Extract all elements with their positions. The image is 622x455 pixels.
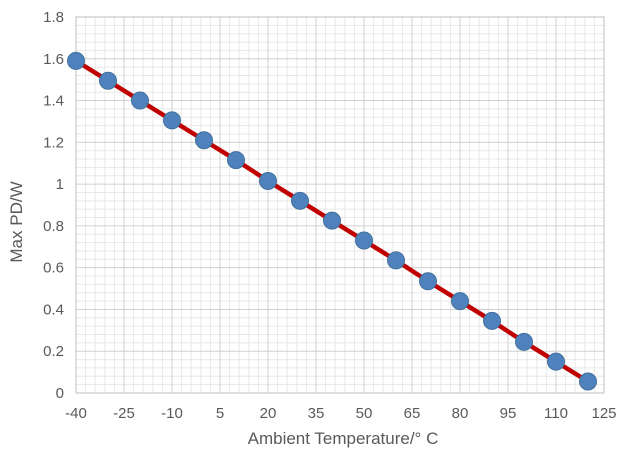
x-tick-label: 110 <box>544 405 568 422</box>
y-tick-label: 0 <box>56 385 64 402</box>
plot-frame <box>75 16 605 394</box>
x-tick-label: 50 <box>356 405 373 422</box>
y-tick-label: 0.4 <box>43 301 64 318</box>
x-axis-title: Ambient Temperature/° C <box>248 429 439 448</box>
series-points <box>67 51 597 391</box>
data-point <box>131 91 149 110</box>
x-tick-label: 35 <box>308 405 325 422</box>
data-point <box>259 171 277 190</box>
x-tick-label: 65 <box>404 405 421 422</box>
data-point <box>579 372 597 391</box>
y-tick-label: 0.6 <box>43 260 64 277</box>
data-point <box>419 272 437 291</box>
y-tick-label: 1.2 <box>43 134 64 151</box>
x-tick-label: -25 <box>113 405 135 422</box>
y-tick-label: 1.8 <box>43 9 64 26</box>
data-point <box>227 151 245 170</box>
data-point <box>323 211 341 230</box>
y-tick-label: 1.6 <box>43 51 64 68</box>
data-point <box>291 191 309 210</box>
x-tick-label: 80 <box>452 405 469 422</box>
data-point <box>195 131 213 150</box>
tick-labels: -40 -25 -10 5 20 35 50 65 80 95 110 125 0 0.2 0.4 0.6 0.… <box>43 9 616 422</box>
data-point <box>163 111 181 130</box>
data-point <box>547 352 565 371</box>
x-tick-label: 5 <box>216 405 224 422</box>
data-point <box>355 231 373 250</box>
y-tick-label: 0.2 <box>43 343 64 360</box>
x-tick-label: 95 <box>500 405 517 422</box>
data-point <box>515 332 533 351</box>
x-tick-label: 20 <box>260 405 277 422</box>
y-axis-title: Max PD/W <box>7 181 26 262</box>
data-point <box>99 71 117 90</box>
x-tick-label: -10 <box>161 405 183 422</box>
y-tick-label: 0.8 <box>43 218 64 235</box>
x-tick-label: 125 <box>591 405 616 422</box>
y-tick-label: 1 <box>56 176 64 193</box>
y-tick-label: 1.4 <box>43 93 64 110</box>
data-point <box>451 292 469 311</box>
x-tick-label: -40 <box>65 405 87 422</box>
data-point <box>387 251 405 270</box>
data-point <box>67 51 85 70</box>
axes <box>75 16 605 394</box>
data-point <box>483 311 501 330</box>
